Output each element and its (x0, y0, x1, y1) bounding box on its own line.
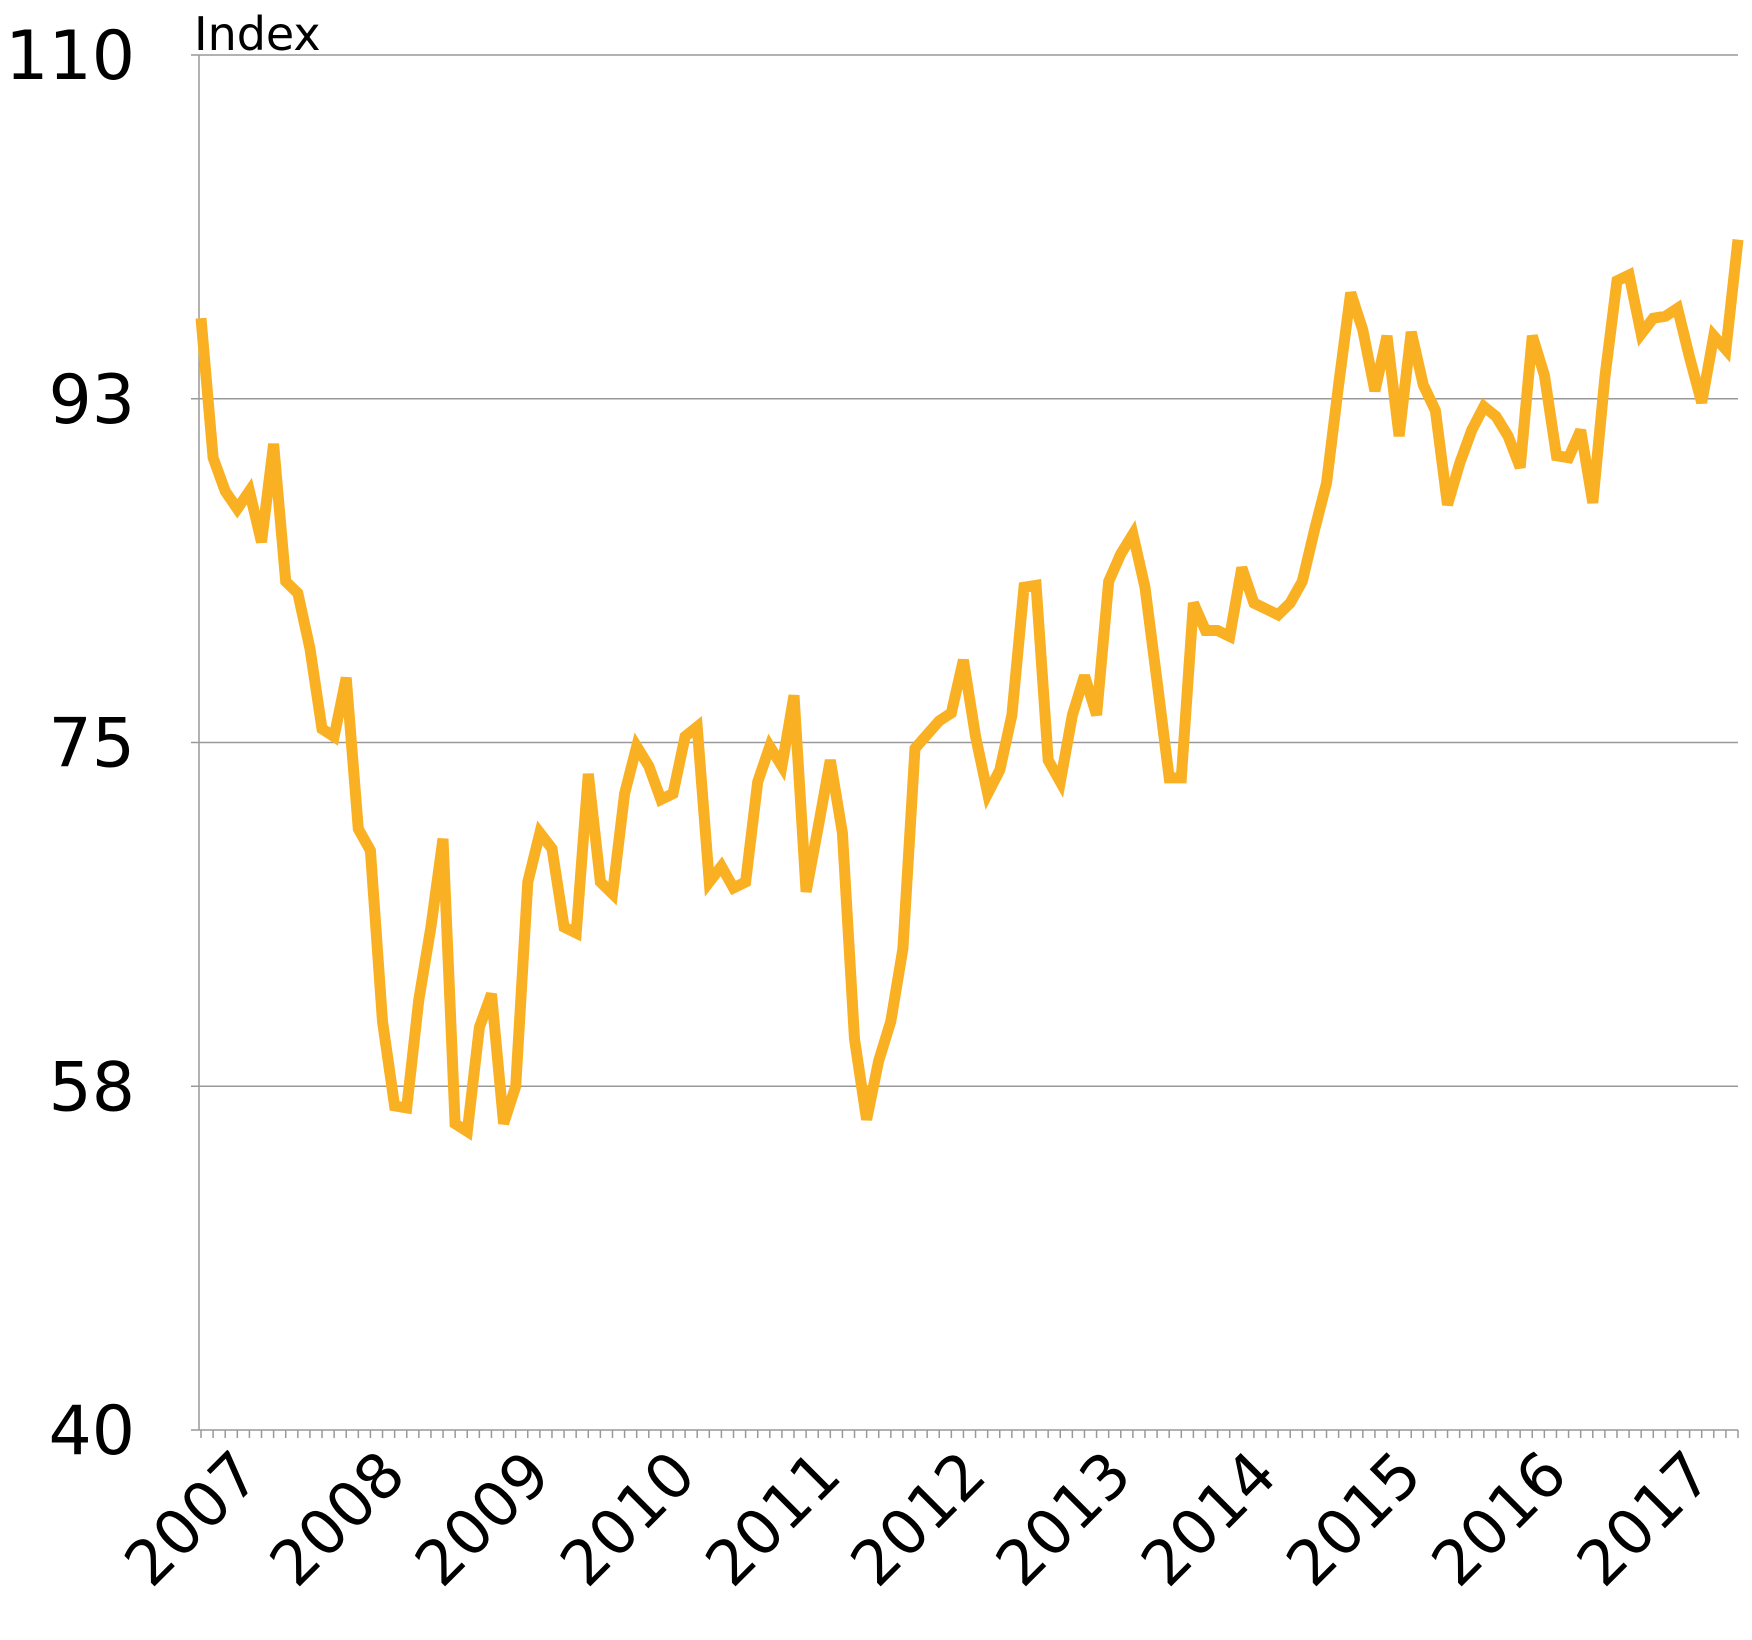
x-tick-label: 2012 (837, 1437, 1000, 1600)
y-tick-label: 110 (5, 17, 135, 96)
page: {"chart_data": {"type": "line", "y_label… (0, 0, 1752, 1640)
y-axis-label: Index (194, 7, 321, 61)
y-tick-label: 93 (48, 361, 135, 440)
x-tick-label: 2009 (401, 1437, 564, 1600)
x-tick-label: 2016 (1417, 1437, 1580, 1600)
x-tick-label: 2008 (256, 1437, 419, 1600)
x-tick-label: 2014 (1127, 1437, 1290, 1600)
x-tick-label: 2017 (1563, 1437, 1726, 1600)
line-series (201, 240, 1738, 1132)
x-tick-label: 2013 (982, 1437, 1145, 1600)
x-tick-label: 2010 (546, 1437, 709, 1600)
chart: Index 4058759311020072008200920102011201… (0, 0, 1752, 1640)
y-tick-label: 75 (48, 705, 135, 784)
x-tick-label: 2011 (691, 1437, 854, 1600)
y-tick-label: 40 (48, 1392, 135, 1471)
x-tick-label: 2015 (1272, 1437, 1435, 1600)
y-tick-label: 58 (48, 1048, 135, 1127)
